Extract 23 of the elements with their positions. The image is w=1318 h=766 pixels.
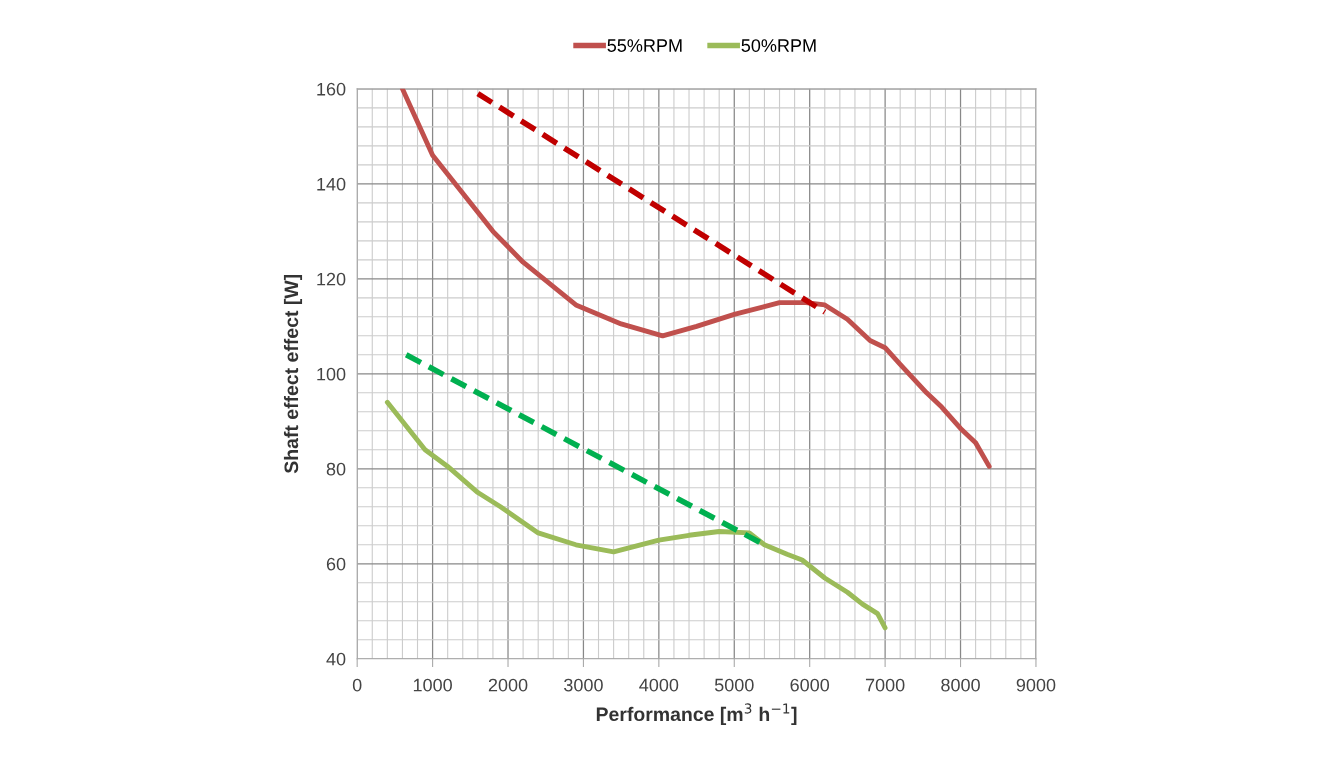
x-tick-label: 9000	[1016, 678, 1056, 692]
x-tick-label: 6000	[790, 678, 830, 692]
y-tick-label: 40	[326, 652, 346, 666]
y-tick-label: 100	[317, 367, 346, 381]
legend-label: 50%RPM	[741, 39, 816, 52]
y-tick-label: 120	[317, 272, 346, 286]
line-series	[384, 399, 888, 631]
x-tick-label: 2000	[488, 678, 528, 692]
x-tick-label: 8000	[941, 678, 980, 692]
line-series	[400, 88, 992, 469]
x-tick-label: 0	[352, 678, 362, 692]
y-tick-label: 160	[317, 82, 346, 96]
x-tick-label: 7000	[865, 678, 905, 692]
x-tick-label: 1000	[413, 678, 452, 692]
y-tick-label: 80	[326, 462, 346, 476]
y-tick-label: 140	[317, 177, 346, 191]
x-tick-label: 5000	[714, 678, 754, 692]
x-tick-label: 3000	[564, 678, 603, 692]
x-axis-title: Performance [m$^{3}$ h$^{−1}$]	[596, 703, 797, 725]
y-axis-title: Shaft effect effect [W]	[283, 274, 303, 474]
y-tick-label: 60	[326, 557, 346, 571]
legend-label: 55%RPM	[607, 39, 682, 52]
x-tick-label: 4000	[639, 678, 679, 692]
